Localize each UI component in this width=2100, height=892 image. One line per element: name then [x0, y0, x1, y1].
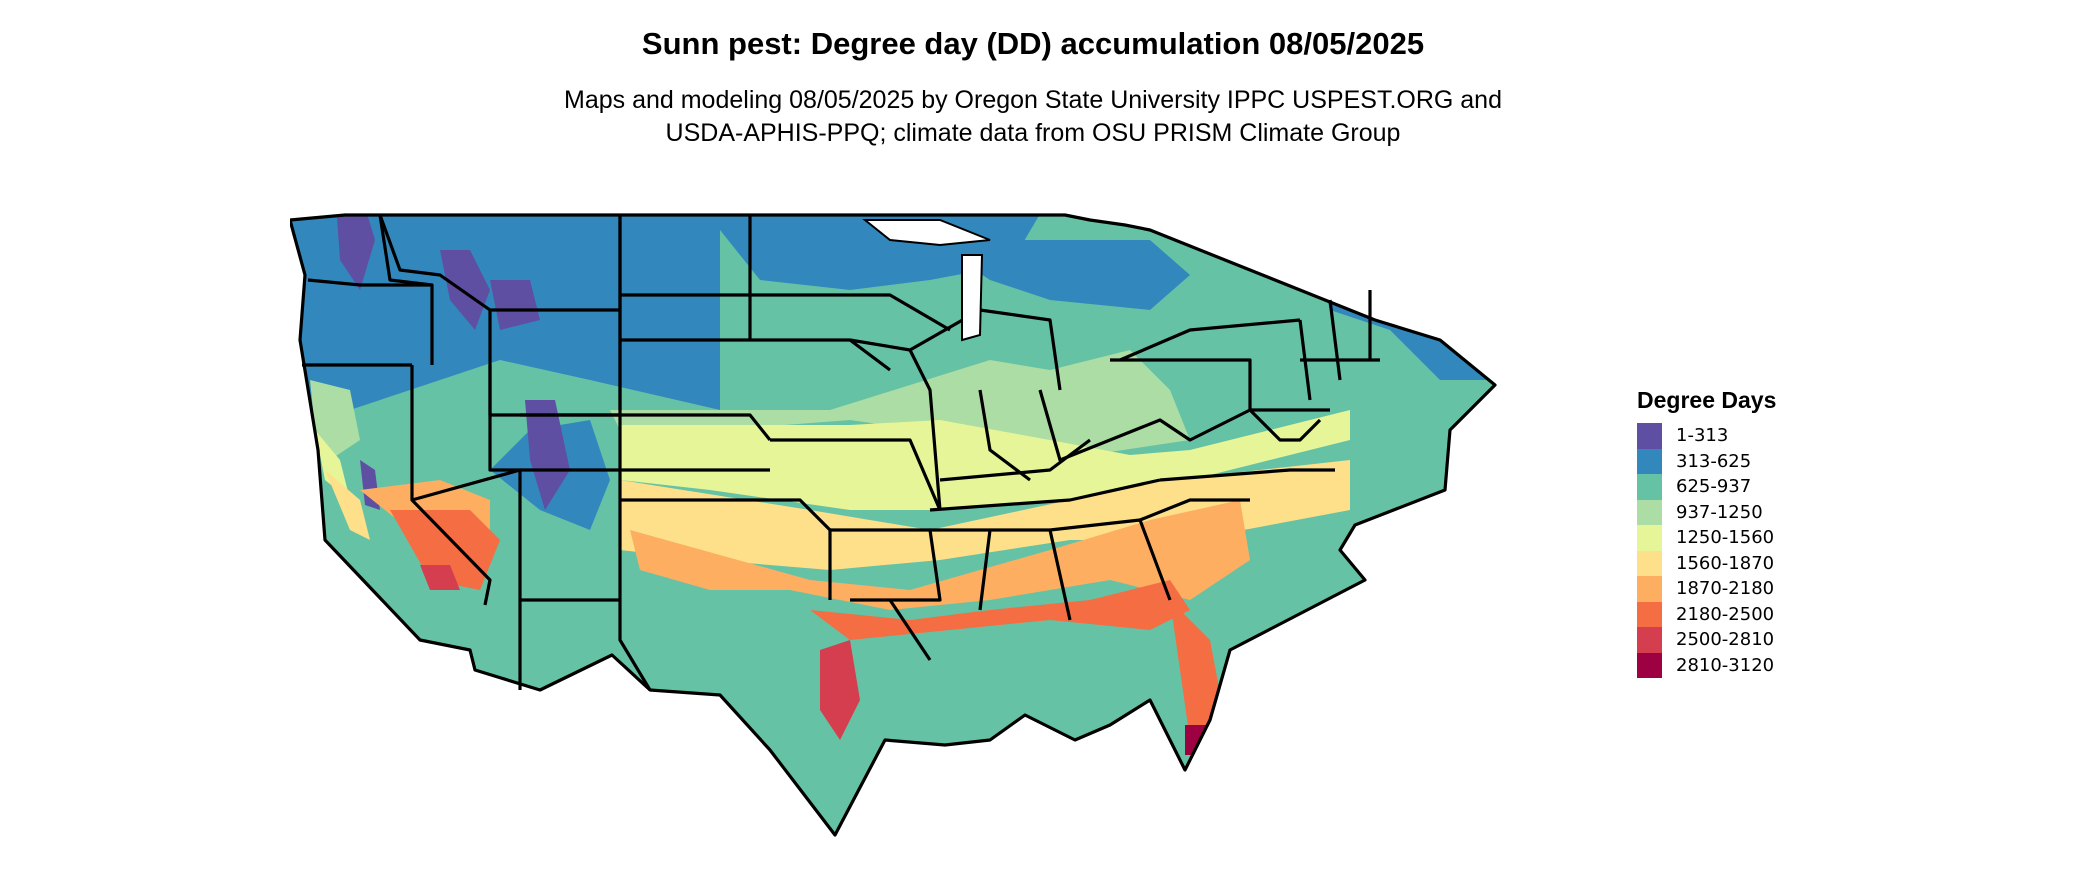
legend: Degree Days 1-313 313-625 625-937 937-1250 1… — [1637, 387, 1776, 678]
border-ar-la — [830, 528, 942, 661]
border-tn-ky — [929, 438, 1161, 512]
zone-1560-1870-california — [325, 470, 370, 540]
subtitle-line-2: USDA-APHIS-PPQ; climate data from OSU PR… — [665, 119, 1401, 147]
zone-1560-1870-south — [620, 460, 1350, 570]
conus-outline — [290, 213, 1497, 837]
border-id — [378, 214, 434, 365]
zone-1-313-idaho — [440, 250, 490, 330]
legend-label: 2500-2810 — [1676, 629, 1775, 651]
legend-swatch — [1637, 474, 1662, 500]
border-ca-nv — [410, 365, 492, 606]
border-ut — [488, 365, 522, 600]
legend-label: 1870-2180 — [1676, 578, 1775, 600]
border-md-de-nj — [1248, 408, 1322, 442]
legend-label: 2810-3120 — [1676, 654, 1775, 676]
zone-1-313-cascades — [335, 215, 375, 290]
legend-swatch — [1637, 525, 1662, 551]
zone-1-313-wyoming — [490, 280, 540, 330]
legend-label: 1250-1560 — [1676, 527, 1775, 549]
zone-1-313-colorado — [525, 400, 570, 510]
zone-1250-1560-california — [315, 430, 350, 500]
state-boundaries — [290, 213, 1497, 837]
legend-label: 1560-1870 — [1676, 552, 1775, 574]
zone-2500-2810-desert — [420, 565, 460, 590]
legend-item: 1870-2180 — [1637, 576, 1776, 602]
legend-label: 625-937 — [1676, 476, 1752, 498]
legend-swatch — [1637, 576, 1662, 602]
border-nc-sc-va — [1109, 408, 1335, 522]
legend-label: 1-313 — [1676, 425, 1729, 447]
legend-swatch — [1637, 448, 1662, 474]
lake-michigan — [961, 254, 984, 342]
legend-swatch — [1637, 652, 1662, 678]
border-wa-or — [307, 278, 432, 287]
legend-swatch — [1637, 499, 1662, 525]
subtitle-line-1: Maps and modeling 08/05/2025 by Oregon S… — [564, 86, 1502, 114]
border-pa-ny — [1110, 318, 1301, 410]
border-new-england — [1298, 290, 1380, 401]
legend-item: 937-1250 — [1637, 499, 1776, 525]
border-ok-tx — [620, 498, 832, 600]
legend-item: 1560-1870 — [1637, 550, 1776, 576]
border-nm-tx — [618, 600, 652, 691]
legend-swatch — [1637, 423, 1662, 449]
border-az-nm — [411, 468, 622, 690]
zone-937-1250-central — [610, 350, 1190, 455]
great-lakes — [862, 219, 991, 342]
legend-item: 1-313 — [1637, 423, 1776, 449]
map-subtitle: Maps and modeling 08/05/2025 by Oregon S… — [0, 84, 2066, 150]
legend-item: 1250-1560 — [1637, 525, 1776, 551]
zone-2500-2810-south-texas — [820, 640, 860, 740]
border-mi-in-oh — [978, 308, 1111, 482]
legend-item: 2500-2810 — [1637, 627, 1776, 653]
zone-2180-2500-florida — [1170, 600, 1225, 740]
map-title: Sunn pest: Degree day (DD) accumulation … — [641, 26, 1425, 61]
border-ne-ks — [620, 413, 772, 472]
legend-swatch — [1637, 627, 1662, 653]
legend-label: 2180-2500 — [1676, 603, 1775, 625]
legend-label: 937-1250 — [1676, 501, 1763, 523]
lake-superior — [862, 219, 991, 247]
us-degree-day-map — [290, 213, 1497, 837]
zone-313-625-great-lakes — [930, 240, 1190, 310]
zone-1250-1560-central — [620, 410, 1350, 510]
legend-item: 625-937 — [1637, 474, 1776, 500]
legend-item: 313-625 — [1637, 448, 1776, 474]
legend-swatch — [1637, 550, 1662, 576]
legend-item: 2180-2500 — [1637, 601, 1776, 627]
legend-swatch — [1637, 601, 1662, 627]
legend-items: 1-313 313-625 625-937 937-1250 1250-1560 1560… — [1637, 423, 1776, 678]
legend-label: 313-625 — [1676, 450, 1752, 472]
zone-2180-2500-southwest — [390, 510, 500, 590]
legend-item: 2810-3120 — [1637, 652, 1776, 678]
legend-title: Degree Days — [1637, 387, 1777, 413]
zone-1870-2180-gulf — [630, 500, 1250, 610]
